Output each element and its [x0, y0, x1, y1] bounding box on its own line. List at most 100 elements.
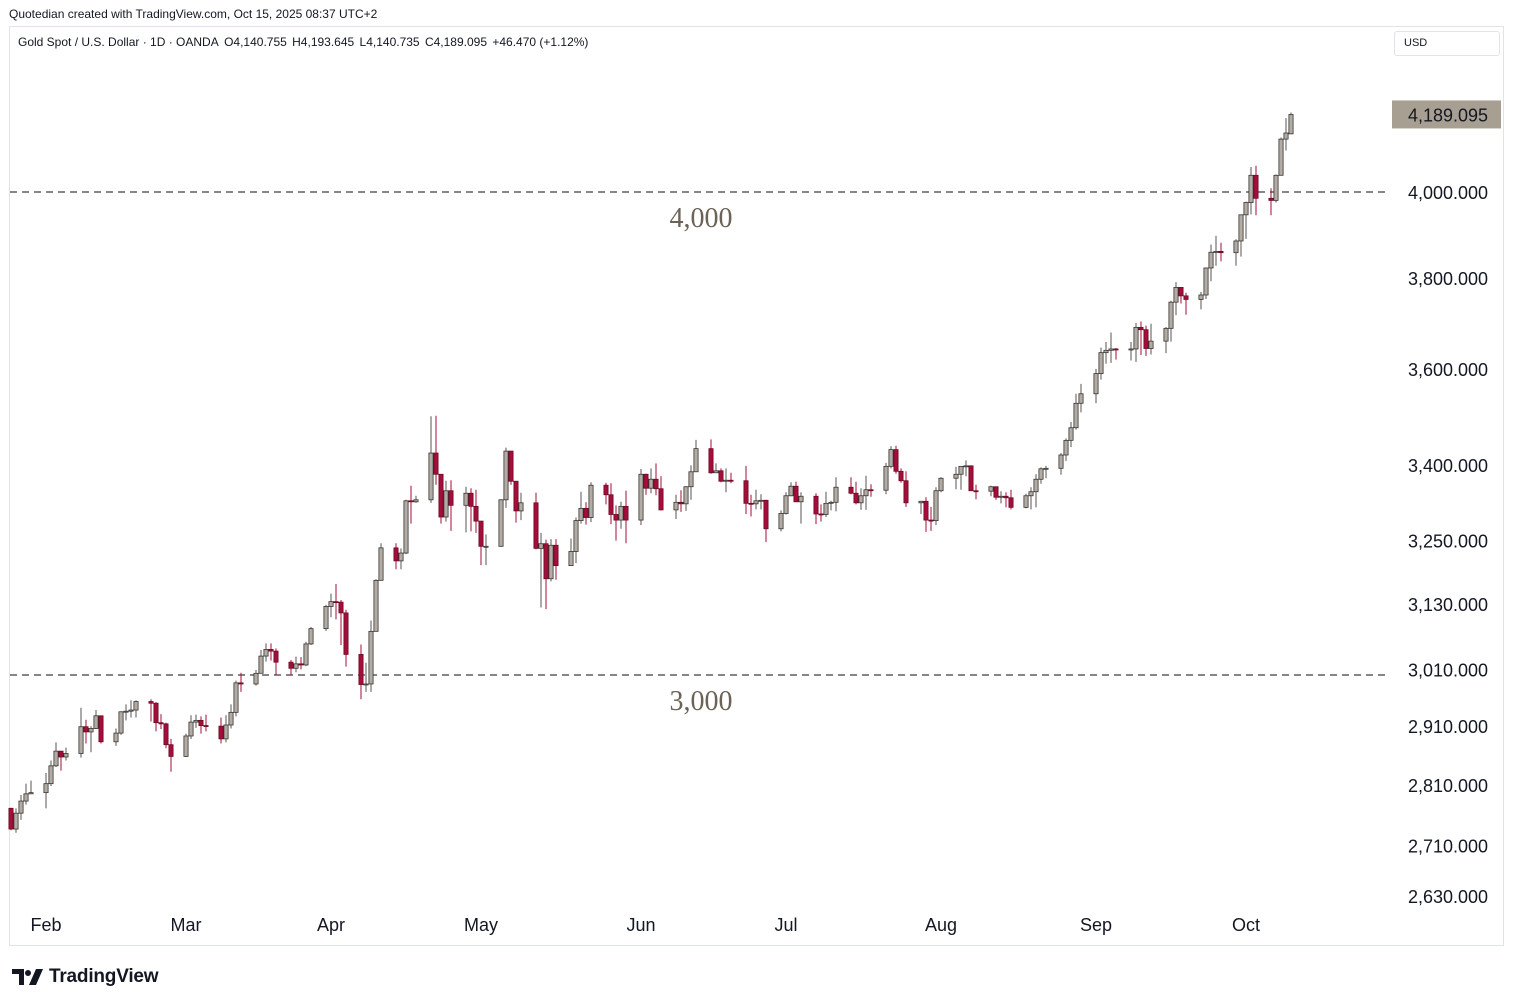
candle-body: [658, 488, 664, 511]
candle-body: [568, 551, 574, 566]
candle-body: [718, 470, 724, 482]
tradingview-logo[interactable]: TradingView: [12, 966, 159, 988]
candle-body: [203, 725, 209, 727]
candle-body: [1248, 174, 1254, 203]
chart-credit: Quotedian created with TradingView.com, …: [9, 7, 378, 21]
candle-body: [413, 499, 419, 503]
legend-high: H4,193.645: [292, 35, 355, 49]
candle-body: [1103, 349, 1109, 354]
candle-body: [1243, 202, 1249, 216]
candle-body: [643, 473, 649, 489]
x-tick-label: Jun: [626, 915, 655, 935]
candle-body: [273, 650, 279, 663]
candle-body: [363, 683, 369, 686]
legend-low: L4,140.735: [359, 35, 420, 49]
candle-body: [813, 495, 819, 515]
candle-body: [793, 485, 799, 503]
legend-close: C4,189.095: [424, 35, 488, 49]
candle-body: [438, 473, 444, 518]
candle-body: [1278, 138, 1284, 176]
candle-body: [933, 490, 939, 521]
x-tick-label: Apr: [317, 915, 345, 935]
candle-body: [258, 655, 264, 674]
candle-body: [958, 465, 964, 475]
tradingview-wordmark: TradingView: [49, 966, 159, 987]
candle-body: [163, 723, 169, 746]
candle-body: [653, 478, 659, 490]
candle-body: [1058, 454, 1064, 469]
candle-body: [1178, 287, 1184, 297]
candle-body: [238, 682, 244, 685]
candle-body: [1063, 439, 1069, 456]
candle-body: [158, 722, 164, 725]
candle-body: [1028, 491, 1034, 497]
candle-body: [1288, 114, 1294, 135]
candle-body: [683, 486, 689, 505]
candle-body: [1008, 497, 1014, 508]
candle-body: [408, 500, 414, 503]
currency-button[interactable]: USD: [1394, 31, 1500, 56]
level-label-1: 3,000: [670, 686, 733, 717]
candle-body: [848, 486, 854, 494]
candle-body: [1173, 287, 1179, 303]
candle-body: [1148, 340, 1154, 349]
candle-body: [928, 519, 934, 522]
x-tick-label: Oct: [1232, 915, 1260, 935]
y-tick-label: 3,130.000: [1408, 595, 1488, 615]
candle-body: [88, 728, 94, 733]
candle-body: [1003, 495, 1009, 499]
candle-body: [18, 800, 24, 814]
candle-body: [233, 682, 239, 713]
candle-body: [133, 701, 139, 711]
candle-body: [1098, 352, 1104, 374]
candle-body: [443, 490, 449, 518]
candle-body: [578, 507, 584, 521]
candle-body: [548, 544, 554, 580]
candle-body: [58, 750, 64, 758]
candle-body: [723, 479, 729, 482]
candle-body: [463, 492, 469, 506]
candle-body: [288, 661, 294, 669]
candle-body: [963, 465, 969, 468]
x-tick-label: May: [464, 915, 498, 935]
candle-body: [1143, 329, 1149, 349]
candle-body: [433, 452, 439, 475]
candle-body: [253, 672, 259, 685]
candle-body: [498, 499, 504, 547]
legend-open: O4,140.755: [224, 35, 287, 49]
candle-body: [818, 513, 824, 516]
candle-body: [128, 709, 134, 712]
last-price-label: 4,189.095: [1408, 105, 1488, 125]
candle-body: [1138, 327, 1144, 331]
candle-body: [553, 544, 559, 566]
tradingview-logo-icon: [12, 969, 43, 985]
candle-body: [188, 721, 194, 737]
x-tick-label: Mar: [171, 915, 202, 935]
candle-body: [198, 719, 204, 726]
candle-body: [1108, 348, 1114, 351]
symbol-info[interactable]: Gold Spot / U.S. Dollar · 1D · OANDA: [18, 35, 219, 49]
candle-body: [638, 473, 644, 521]
candle-body: [1168, 301, 1174, 329]
candle-body: [618, 505, 624, 521]
x-tick-label: Jul: [774, 915, 797, 935]
candle-body: [728, 479, 734, 482]
candle-body: [783, 495, 789, 514]
candle-body: [28, 792, 34, 795]
candle-body: [503, 450, 509, 501]
y-tick-label: 2,630.000: [1408, 887, 1488, 907]
candle-body: [428, 452, 434, 501]
candle-body: [333, 601, 339, 604]
candle-body: [898, 470, 904, 482]
candle-body: [688, 471, 694, 488]
candle-body: [973, 490, 979, 493]
candle-body: [583, 507, 589, 518]
candle-body: [868, 489, 874, 492]
candle-body: [993, 486, 999, 498]
x-tick-label: Aug: [925, 915, 957, 935]
candle-body: [403, 500, 409, 554]
candle-body: [123, 710, 129, 713]
candle-body: [473, 505, 479, 522]
candle-body: [43, 783, 49, 794]
